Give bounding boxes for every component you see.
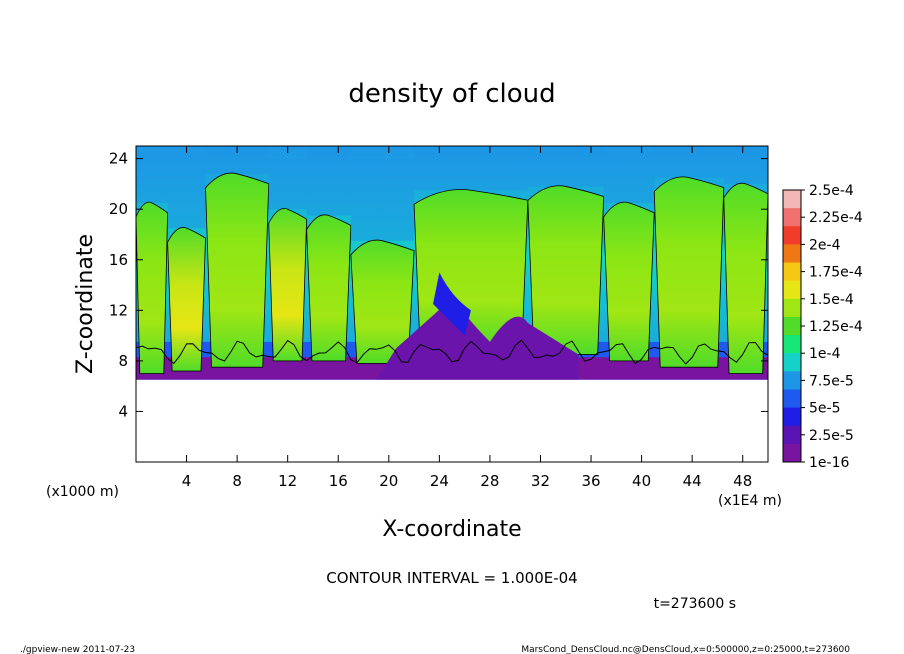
colorbar-label: 1.75e-4 [809,265,863,281]
colorbar-label: 2.5e-4 [809,183,854,199]
y-tick-label: 16 [109,251,128,269]
x-tick-label: 20 [379,472,398,490]
clear-region [136,379,768,462]
cloud-column [136,201,169,374]
colorbar-label: 2.5e-5 [809,428,854,444]
footer-left-text: ./gpview-new 2011-07-23 [20,645,135,654]
chart-title: density of cloud [348,79,555,109]
colorbar-label: 7.5e-5 [809,373,854,389]
time-stamp-text: t=273600 s [654,596,736,612]
x-tick-label: 32 [531,472,550,490]
colorbar-label: 1.5e-4 [809,292,854,308]
column-cap [306,146,351,216]
dense-blue-patch [433,272,471,336]
colorbar-segment [783,316,801,336]
x-tick-label: 48 [733,472,752,490]
x-tick-label: 24 [430,472,449,490]
colorbar-segment [783,298,801,318]
cloud-column [268,208,308,362]
column-cap [723,146,768,184]
x-axis-ticks: 4 8 12 16 20 24 28 32 36 40 44 48 [182,146,752,490]
x-axis-label: X-coordinate [382,517,521,542]
x-tick-label: 40 [632,472,651,490]
colorbar-segment [783,353,801,372]
y-unit-label: (x1000 m) [46,484,119,500]
y-axis-ticks: 4 8 12 16 20 24 [109,150,768,420]
cloud-column [527,185,605,355]
y-tick-label: 20 [109,200,128,218]
column-cap [167,152,206,229]
colorbar-label: 2e-4 [809,237,841,253]
colorbar-label: 2.25e-4 [809,210,863,226]
y-tick-label: 12 [109,301,128,319]
colorbar-segment [783,226,801,245]
y-tick-label: 4 [118,402,128,420]
cloud-column [350,239,415,364]
colorbar-segment [783,244,801,264]
cloud-column [723,182,768,374]
column-cap [136,152,168,203]
cloud-column [603,201,655,362]
x-tick-label: 8 [232,472,242,490]
colorbar-segment [783,389,801,409]
column-cap [527,146,604,187]
x-tick-label: 4 [182,472,192,490]
x-tick-label: 44 [683,472,702,490]
cloud-column [653,176,725,368]
y-tick-label: 24 [109,150,128,168]
colorbar-label: 1e-16 [809,455,849,471]
y-axis-label: Z-coordinate [73,234,98,374]
colorbar-label: 5e-5 [809,401,840,417]
colorbar-segment [783,371,801,390]
column-cap [654,146,724,178]
x-unit-label: (x1E4 m) [718,493,782,509]
colorbar-segment [783,262,801,282]
colorbar-segment [783,425,801,445]
contour-interval-text: CONTOUR INTERVAL = 1.000E-04 [326,569,577,587]
colorbar-label: 1.25e-4 [809,319,863,335]
colorbar-segment [783,407,801,427]
column-cap [350,158,415,241]
column-cap [414,146,528,191]
cloud-column [167,227,206,372]
cloud-column [205,172,270,368]
colorbar: 2.5e-4 2.25e-4 2e-4 1.75e-4 1.5e-4 1.25e-4 1e-… [782,183,863,471]
x-tick-label: 12 [278,472,297,490]
plot-frame [135,145,769,463]
y-tick-label: 8 [118,352,128,370]
column-cap [268,158,307,210]
colorbar-segment [783,335,801,354]
colorbar-segment [783,190,801,209]
colorbar-segment [783,280,801,300]
footer-right-text: MarsCond_DensCloud.nc@DensCloud,x=0:5000… [521,645,850,654]
colorbar-segment [783,208,801,227]
x-tick-label: 16 [329,472,348,490]
colorbar-label: 1e-4 [809,346,841,362]
colorbar-segment [783,443,801,463]
contour-line [136,339,768,365]
x-tick-label: 36 [581,472,600,490]
cloud-column [306,214,352,362]
low-density-region [376,297,579,380]
heatmap-layer [136,146,768,462]
x-tick-label: 28 [480,472,499,490]
column-cap [603,152,655,203]
